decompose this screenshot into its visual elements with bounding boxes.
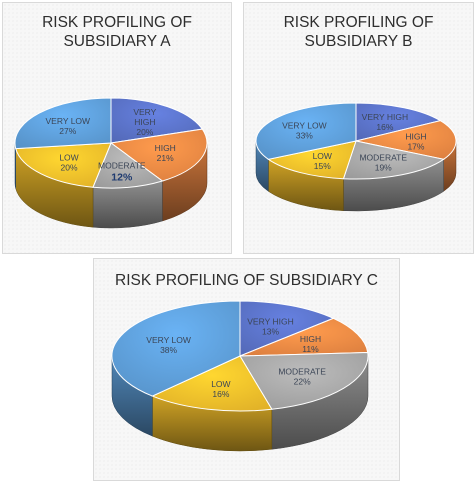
pie-slice-moderate: [239, 352, 369, 410]
chart-title: RISK PROFILING OF SUBSIDIARY B: [244, 13, 473, 51]
slice-category-label: HIGH: [155, 143, 176, 153]
slice-category-label: LOW: [313, 151, 332, 161]
chart-title: RISK PROFILING OF SUBSIDIARY A: [3, 13, 231, 51]
slice-value-label: 13%: [262, 327, 279, 337]
slice-category-label: MODERATE: [98, 161, 146, 171]
slice-value-label: 17%: [407, 141, 424, 151]
pie-chart-a: VERYHIGH20%HIGH21%MODERATE12%LOW20%VERY …: [14, 97, 208, 229]
slice-value-label: 38%: [160, 345, 177, 355]
chart-title-line: RISK PROFILING OF SUBSIDIARY C: [115, 272, 378, 289]
chart-title: RISK PROFILING OF SUBSIDIARY C: [94, 271, 399, 290]
slice-category-label: VERY: [133, 107, 156, 117]
slice-category-label: LOW: [59, 152, 78, 162]
pie-slice-very-high: [355, 102, 442, 142]
slice-category-label: LOW: [211, 379, 230, 389]
chart-title-line: SUBSIDIARY A: [63, 33, 171, 50]
slice-value-label: 15%: [314, 161, 331, 171]
slice-value-label: 20%: [136, 127, 153, 137]
slice-category-label: VERY LOW: [146, 335, 191, 345]
pie-slice-high: [109, 128, 208, 182]
slice-value-label: 16%: [212, 389, 229, 399]
slice-value-label: 22%: [294, 376, 311, 386]
slice-category-label: MODERATE: [359, 152, 407, 162]
chart-panel-subsidiary-b: RISK PROFILING OF SUBSIDIARY B VERY HIGH…: [243, 2, 474, 254]
slice-category-label: VERY HIGH: [362, 112, 408, 122]
slice-value-label: 19%: [375, 162, 392, 172]
pie-slice-very-high: [110, 97, 204, 144]
pie-slice-very-low: [14, 97, 112, 150]
slice-category-label: VERY HIGH: [247, 317, 293, 327]
chart-panel-subsidiary-c: RISK PROFILING OF SUBSIDIARY C VERY HIGH…: [93, 258, 400, 481]
pie-slice-low: [267, 140, 357, 180]
slice-category-label: HIGH: [134, 117, 155, 127]
slice-category-label: HIGH: [300, 334, 321, 344]
slice-category-label: HIGH: [405, 131, 426, 141]
slice-value-label: 12%: [111, 172, 133, 184]
slice-value-label: 11%: [302, 344, 319, 354]
pie-slice-high: [355, 120, 457, 160]
pie-slice-very-high: [239, 300, 335, 357]
chart-panel-subsidiary-a: RISK PROFILING OF SUBSIDIARY A VERY HIGH 2…: [2, 2, 232, 254]
chart-title-line: RISK PROFILING OF: [42, 14, 192, 31]
slice-value-label: 33%: [296, 130, 313, 140]
slice-category-label: VERY LOW: [46, 116, 91, 126]
chart-title-line: RISK PROFILING OF: [283, 14, 434, 31]
pie-slice-moderate: [92, 142, 164, 189]
pie-slice-high: [239, 317, 369, 357]
slice-category-label: VERY LOW: [282, 120, 327, 130]
slice-value-label: 20%: [61, 162, 78, 172]
slice-value-label: 21%: [157, 153, 174, 163]
slice-value-label: 27%: [59, 126, 76, 136]
pie-slice-very-low: [111, 300, 241, 397]
slice-category-label: MODERATE: [278, 366, 326, 376]
pie-slice-low: [151, 355, 273, 412]
pie-slice-moderate: [342, 140, 445, 180]
pie-slice-very-low: [255, 102, 357, 160]
pie-slice-low: [15, 142, 112, 188]
chart-title-line: SUBSIDIARY B: [304, 33, 413, 50]
slice-value-label: 16%: [376, 122, 393, 132]
